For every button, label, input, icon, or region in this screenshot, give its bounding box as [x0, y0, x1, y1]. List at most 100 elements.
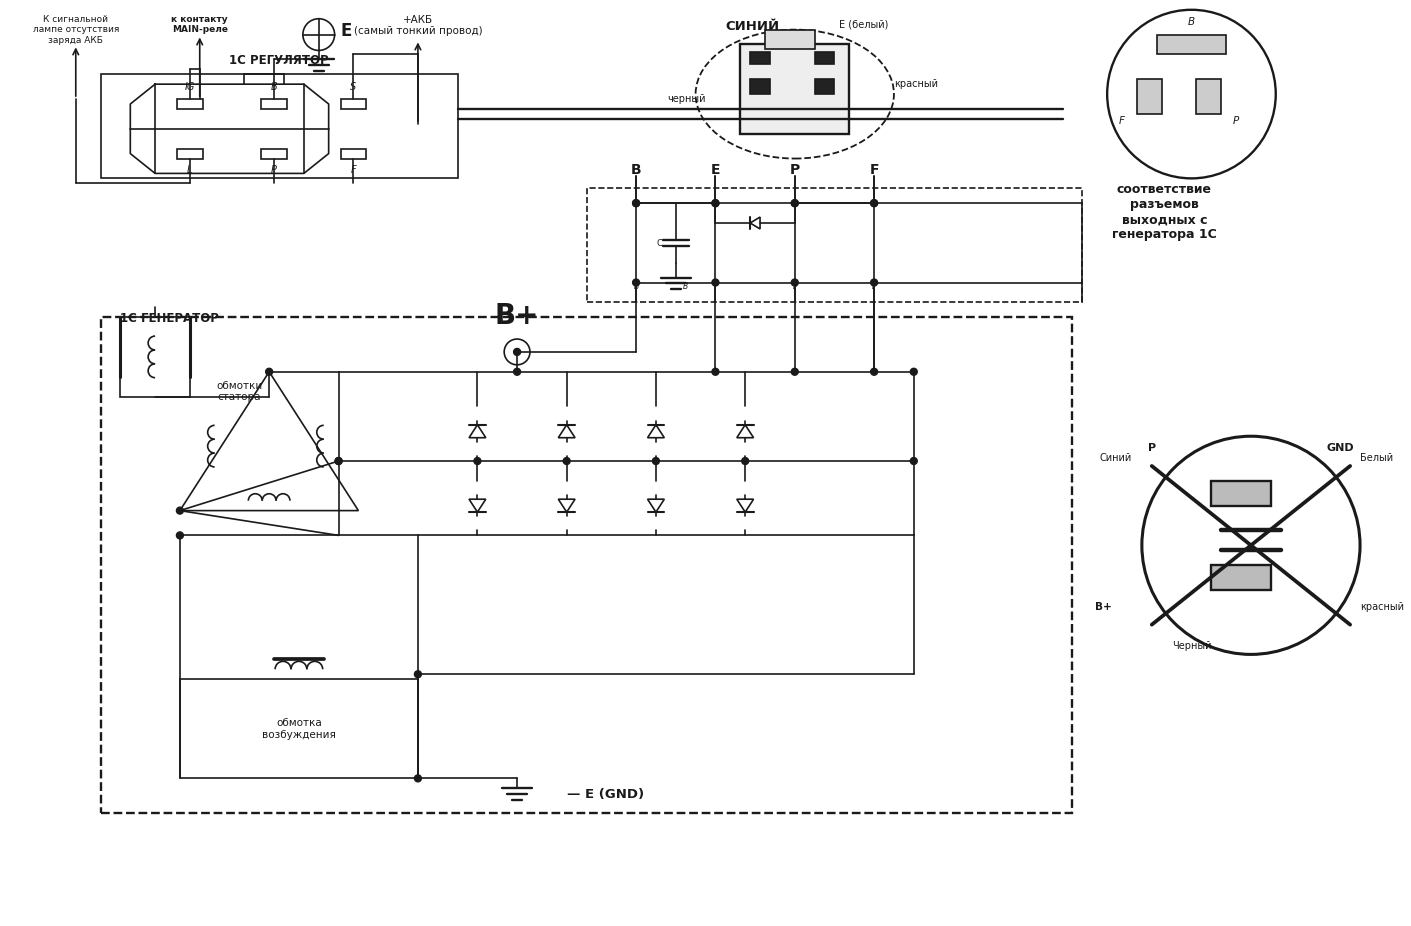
Text: IG: IG	[185, 82, 195, 92]
Circle shape	[792, 279, 799, 286]
Bar	[741, 44, 849, 133]
Text: GND: GND	[1326, 444, 1355, 453]
Text: C.: C.	[656, 239, 665, 248]
Bar	[587, 188, 1082, 303]
Circle shape	[871, 369, 878, 375]
Text: Белый: Белый	[1360, 453, 1393, 463]
Bar	[100, 74, 457, 179]
Bar	[179, 679, 418, 779]
Text: P: P	[793, 282, 797, 292]
Bar	[340, 149, 367, 158]
Bar	[1211, 481, 1271, 506]
Bar	[261, 99, 286, 109]
Bar	[261, 149, 286, 158]
Text: +АКБ
(самый тонкий провод): +АКБ (самый тонкий провод)	[354, 15, 483, 36]
Text: F: F	[351, 166, 356, 176]
Text: B+: B+	[1095, 602, 1112, 612]
Text: к контакту
MAIN-реле: к контакту MAIN-реле	[171, 15, 229, 34]
Bar	[1157, 34, 1226, 55]
Polygon shape	[559, 425, 576, 438]
Circle shape	[910, 369, 917, 375]
Text: E (белый): E (белый)	[840, 19, 889, 30]
Polygon shape	[559, 499, 576, 512]
Circle shape	[474, 457, 481, 465]
Text: 1С РЕГУЛЯТОР: 1С РЕГУЛЯТОР	[229, 55, 329, 68]
Text: F: F	[1119, 116, 1125, 126]
Circle shape	[563, 457, 570, 465]
Text: P: P	[1233, 116, 1239, 126]
Circle shape	[632, 279, 639, 286]
Text: красный: красный	[895, 79, 938, 89]
Circle shape	[415, 670, 422, 678]
Bar	[1137, 80, 1161, 114]
Circle shape	[265, 369, 272, 375]
Text: красный: красный	[1360, 602, 1404, 612]
Bar	[751, 80, 770, 94]
Text: СИНИЙ: СИНИЙ	[725, 19, 779, 32]
Circle shape	[176, 507, 183, 514]
Circle shape	[792, 200, 799, 206]
Bar	[120, 318, 190, 396]
Circle shape	[910, 457, 917, 465]
Circle shape	[334, 457, 341, 465]
Text: F: F	[872, 282, 876, 292]
Circle shape	[514, 348, 521, 356]
Text: обмотка
возбуждения: обмотка возбуждения	[262, 718, 336, 740]
Circle shape	[713, 279, 718, 286]
Bar	[176, 99, 203, 109]
Text: Синий: Синий	[1099, 453, 1132, 463]
Text: 1С ГЕНЕРАТОР: 1С ГЕНЕРАТОР	[120, 312, 219, 325]
Text: B: B	[634, 282, 639, 292]
Bar	[340, 99, 367, 109]
Text: F: F	[869, 164, 879, 178]
Bar	[751, 53, 770, 64]
Polygon shape	[648, 425, 665, 438]
Text: P: P	[1147, 444, 1156, 453]
Polygon shape	[468, 425, 485, 438]
Circle shape	[176, 532, 183, 539]
Text: — E (GND): — E (GND)	[567, 788, 643, 801]
Polygon shape	[648, 499, 665, 512]
Polygon shape	[737, 499, 753, 512]
Text: B+: B+	[495, 303, 539, 331]
Bar	[814, 80, 834, 94]
Circle shape	[514, 369, 521, 375]
Bar	[814, 53, 834, 64]
Text: соответствие
разъемов
выходных с
генератора 1С: соответствие разъемов выходных с генерат…	[1112, 183, 1216, 242]
Text: S: S	[350, 82, 357, 92]
Text: P: P	[790, 164, 800, 178]
Text: B: B	[631, 164, 642, 178]
Bar	[765, 30, 814, 49]
Circle shape	[742, 457, 749, 465]
Text: B: B	[1188, 17, 1195, 27]
Circle shape	[713, 369, 718, 375]
Circle shape	[713, 200, 718, 206]
Bar	[1197, 80, 1221, 114]
Text: Черный: Черный	[1171, 642, 1211, 652]
Circle shape	[415, 775, 422, 782]
Text: обмотки
статора: обмотки статора	[216, 381, 262, 403]
Circle shape	[871, 279, 878, 286]
Text: L: L	[188, 166, 192, 176]
Circle shape	[652, 457, 659, 465]
Circle shape	[632, 200, 639, 206]
Circle shape	[514, 349, 521, 355]
Polygon shape	[468, 499, 485, 512]
Text: К сигнальной
лампе отсутствия
заряда АКБ: К сигнальной лампе отсутствия заряда АКБ	[32, 15, 119, 44]
Text: B: B	[683, 282, 689, 292]
Circle shape	[632, 200, 639, 206]
Circle shape	[792, 369, 799, 375]
Bar	[1211, 565, 1271, 590]
Circle shape	[334, 457, 341, 465]
Circle shape	[871, 200, 878, 206]
Text: E: E	[340, 21, 351, 40]
Circle shape	[871, 200, 878, 206]
Bar	[176, 149, 203, 158]
Circle shape	[792, 200, 799, 206]
Text: черный: черный	[667, 94, 706, 104]
Polygon shape	[751, 217, 761, 229]
Text: E: E	[711, 164, 720, 178]
Polygon shape	[737, 425, 753, 438]
Text: P: P	[271, 166, 277, 176]
Text: B: B	[271, 82, 278, 92]
